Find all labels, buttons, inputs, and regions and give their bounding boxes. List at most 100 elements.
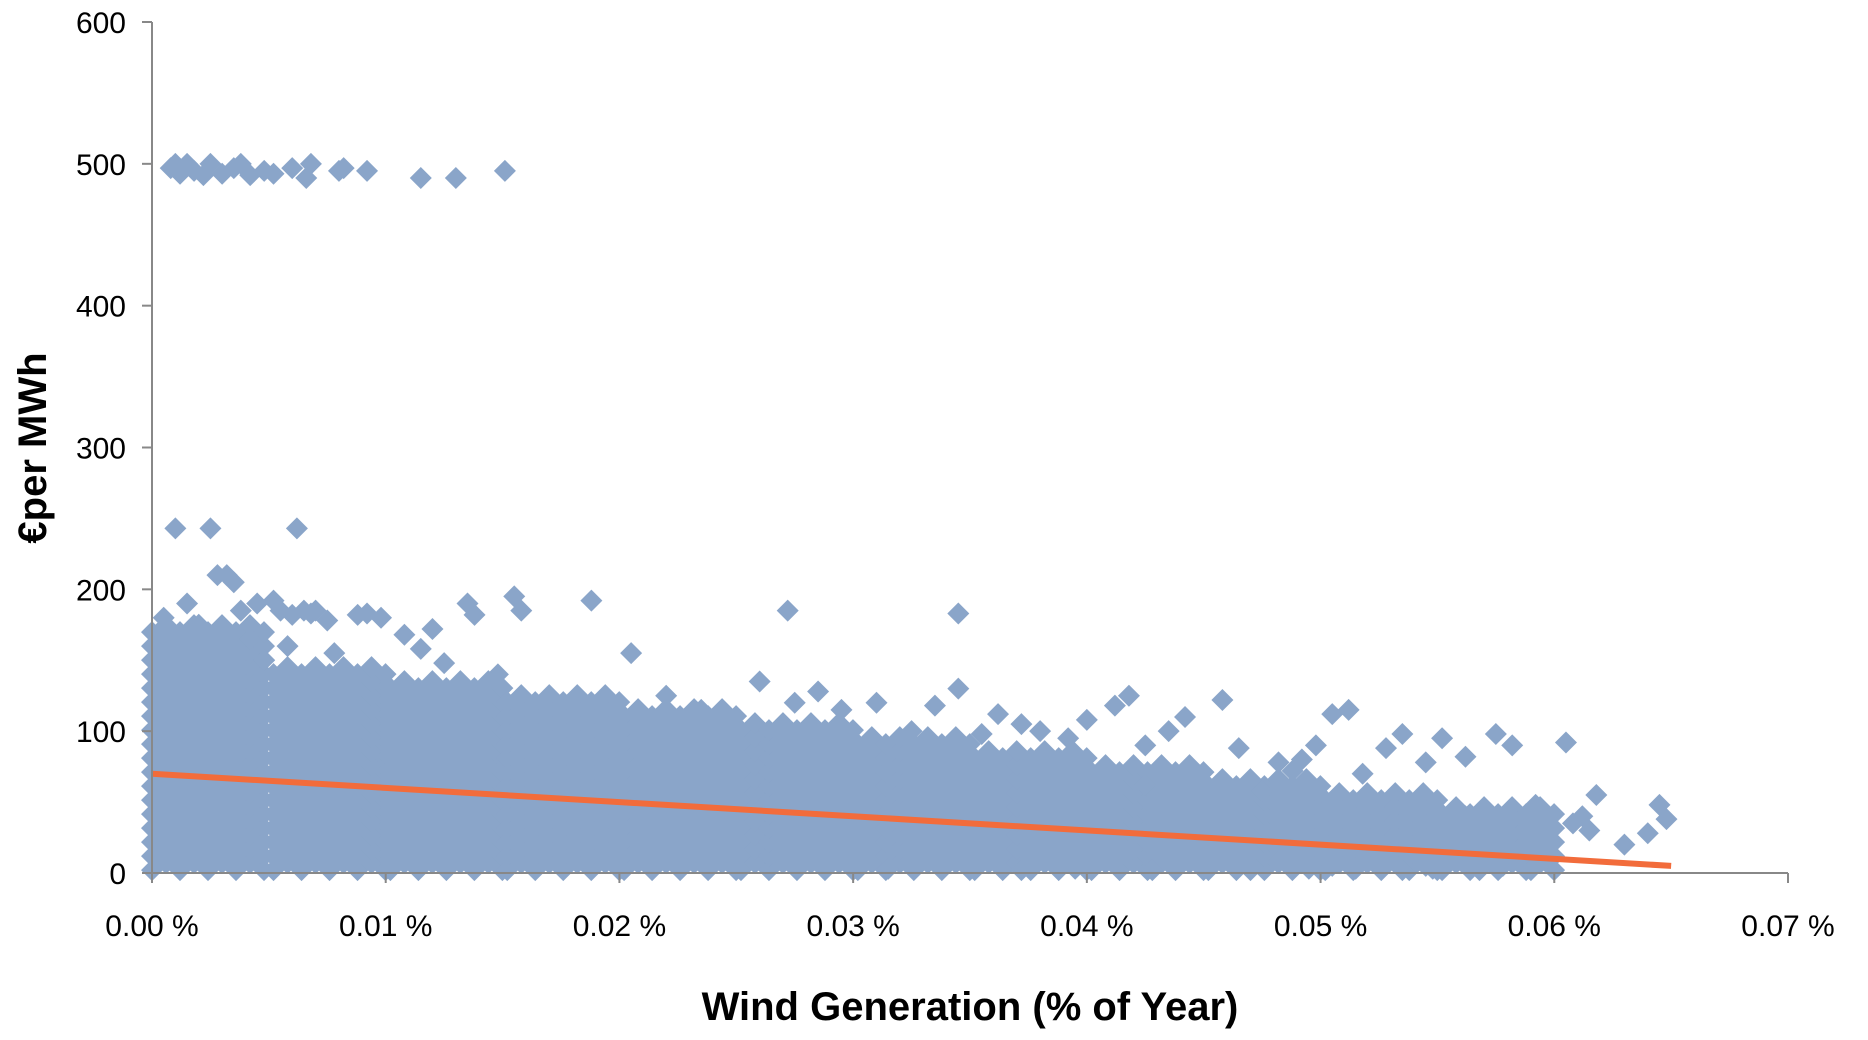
- scatter-point: [987, 703, 1010, 726]
- scatter-point: [1375, 737, 1398, 760]
- scatter-point: [262, 162, 285, 185]
- scatter-point: [1211, 688, 1234, 711]
- scatter-point: [1005, 852, 1028, 875]
- x-tick-label: 0.07 %: [1741, 910, 1834, 943]
- scatter-point: [215, 564, 238, 587]
- scatter-point: [1636, 822, 1659, 845]
- scatter-point: [1134, 774, 1157, 797]
- y-axis-title: €per MWh: [11, 352, 55, 543]
- x-tick-label: 0.06 %: [1508, 910, 1601, 943]
- scatter-point: [1531, 812, 1554, 835]
- scatter-point: [1005, 796, 1028, 819]
- scatter-point: [1321, 791, 1344, 814]
- scatter-point: [1391, 859, 1414, 882]
- scatter-point: [323, 642, 346, 665]
- scatter-point: [853, 833, 876, 856]
- scatter-point: [239, 627, 262, 650]
- x-tick-label: 0.00 %: [105, 910, 198, 943]
- scatter-point: [1360, 788, 1383, 811]
- scatter-point: [229, 599, 252, 622]
- scatter-point: [900, 720, 923, 743]
- scatter-point: [1075, 708, 1098, 731]
- x-tick-label: 0.04 %: [1040, 910, 1133, 943]
- x-tick-label: 0.01 %: [339, 910, 432, 943]
- scatter-point: [1543, 859, 1566, 882]
- scatter-point: [1391, 723, 1414, 746]
- scatter-point: [1519, 859, 1542, 882]
- scatter-point: [1227, 737, 1250, 760]
- scatter-point: [281, 157, 304, 180]
- scatter-point: [1454, 745, 1477, 768]
- scatter-point: [748, 670, 771, 693]
- scatter-point: [807, 680, 830, 703]
- scatter-point: [963, 836, 986, 859]
- scatter-point: [1613, 833, 1636, 856]
- scatter-point: [959, 857, 981, 880]
- scatter-point: [1543, 831, 1566, 854]
- scatter-point: [1211, 776, 1234, 799]
- scatter-point: [1501, 734, 1524, 757]
- scatter-point: [1468, 859, 1491, 882]
- y-tick-label: 0: [109, 858, 126, 891]
- scatter-point: [1321, 854, 1344, 877]
- scatter-point: [1087, 847, 1110, 870]
- scatter-point: [285, 517, 308, 540]
- scatter-point: [877, 857, 900, 880]
- scatter-point: [1010, 859, 1033, 882]
- dense-points-layer: [141, 614, 1566, 882]
- x-tick-label: 0.05 %: [1274, 910, 1367, 943]
- y-tick-label: 200: [76, 574, 126, 607]
- scatter-point: [444, 167, 467, 190]
- scatter-point: [1267, 850, 1290, 873]
- scatter-point: [246, 592, 269, 615]
- scatter-point: [332, 157, 355, 180]
- scatter-point: [1421, 857, 1444, 880]
- scatter-point: [1454, 805, 1477, 828]
- scatter-point: [1321, 703, 1344, 726]
- scatter-point: [1024, 844, 1047, 867]
- scatter-point: [421, 618, 444, 641]
- x-tick-label: 0.02 %: [573, 910, 666, 943]
- scatter-point: [1117, 684, 1140, 707]
- scatter-point: [493, 159, 516, 182]
- y-tick-label: 400: [76, 291, 126, 324]
- scatter-point: [1344, 857, 1367, 880]
- scatter-point: [1010, 713, 1033, 736]
- scatter-point: [1554, 731, 1577, 754]
- scatter-point: [1141, 859, 1164, 882]
- scatter-point: [409, 637, 432, 660]
- scatter-point: [1337, 698, 1360, 721]
- y-tick-label: 300: [76, 433, 126, 466]
- scatter-point: [1005, 740, 1028, 763]
- scatter-point: [1267, 751, 1290, 774]
- scatter-point: [164, 517, 187, 540]
- scatter-point: [1431, 727, 1454, 750]
- trendline: [151, 770, 1672, 869]
- scatter-point: [947, 677, 970, 700]
- scatter-point: [463, 603, 486, 626]
- ticks: 0 100 200 300 400 500 600 0.00 % 0.01 % 0.02 % 0.0…: [76, 7, 1835, 943]
- scatter-point: [1484, 723, 1507, 746]
- scatter-point: [1368, 847, 1390, 870]
- scatter-point: [1297, 857, 1320, 880]
- scatter-point: [152, 606, 175, 629]
- y-tick-label: 600: [76, 7, 126, 40]
- scatter-point: [1491, 854, 1514, 877]
- scatter-point: [1351, 762, 1374, 785]
- scatter-point: [1005, 824, 1028, 847]
- scatter-point: [853, 762, 876, 785]
- scatter-point: [1005, 838, 1028, 861]
- scatter-point: [1561, 812, 1584, 835]
- scatter-point: [1057, 727, 1080, 750]
- scatter-point: [1501, 808, 1524, 831]
- scatter-point: [923, 694, 946, 717]
- scatter-point: [1029, 720, 1052, 743]
- scatter-point: [947, 602, 970, 625]
- scatter-point: [1414, 751, 1437, 774]
- scatter-point: [690, 698, 713, 721]
- scatter-point: [356, 159, 379, 182]
- scatter-point: [1304, 734, 1327, 757]
- x-tick-label: 0.03 %: [806, 910, 899, 943]
